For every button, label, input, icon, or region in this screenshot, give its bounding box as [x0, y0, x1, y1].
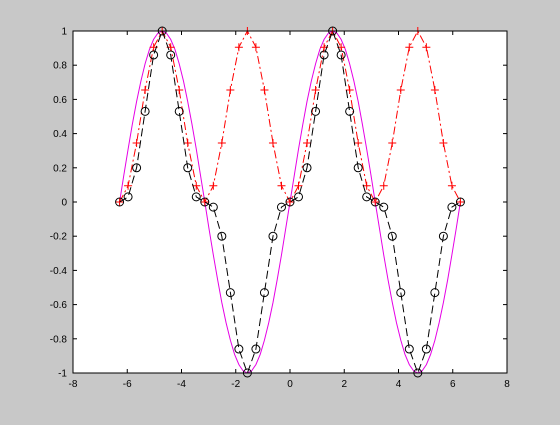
circle-marker: [115, 197, 125, 207]
plus-marker: [200, 198, 209, 206]
circle-marker: [140, 106, 150, 116]
y-tick-label: 0.2: [53, 163, 67, 174]
plus-marker: [345, 85, 354, 94]
plus-marker: [354, 139, 363, 148]
circle-marker: [379, 202, 389, 212]
plus-marker: [124, 181, 133, 190]
circle-marker: [200, 197, 210, 207]
plus-marker: [439, 139, 448, 148]
plus-marker: [217, 139, 226, 148]
x-tick-label: -6: [123, 379, 132, 390]
plus-marker: [379, 181, 388, 190]
x-tick-label: -8: [69, 379, 78, 390]
circle-marker: [345, 106, 355, 116]
plus-marker: [371, 198, 380, 206]
circle-marker: [225, 288, 235, 298]
plus-marker: [396, 85, 405, 94]
circle-marker: [396, 288, 406, 298]
circle-marker: [123, 192, 133, 202]
y-tick-label: -0.6: [50, 300, 68, 311]
plus-marker: [192, 181, 201, 190]
y-tick-label: 0.6: [53, 95, 67, 106]
y-tick-label: -0.2: [50, 232, 68, 243]
x-tick-label: 6: [450, 379, 456, 390]
plus-marker: [175, 85, 184, 94]
plus-marker: [183, 139, 192, 148]
plus-marker: [277, 181, 286, 190]
x-tick-label: -2: [231, 379, 240, 390]
plus-marker: [260, 85, 269, 94]
circle-marker: [149, 50, 159, 60]
plus-marker: [209, 181, 218, 190]
circle-marker: [234, 344, 244, 354]
plus-marker: [268, 139, 277, 148]
x-tick-label: 8: [504, 379, 510, 390]
plus-marker: [132, 139, 141, 148]
circle-marker: [421, 344, 431, 354]
circle-marker: [387, 231, 397, 241]
circle-marker: [191, 192, 201, 202]
circle-marker: [404, 344, 414, 354]
circle-marker: [438, 231, 448, 241]
plus-marker: [251, 43, 260, 52]
circle-marker: [276, 202, 286, 212]
circle-marker: [217, 231, 227, 241]
y-tick-label: 0.8: [53, 61, 67, 72]
y-tick-label: 0.4: [53, 129, 67, 140]
plus-marker: [286, 198, 294, 206]
plus-marker: [456, 198, 465, 206]
plus-marker: [115, 198, 124, 206]
circle-marker: [430, 288, 440, 298]
plus-marker: [405, 43, 414, 52]
circle-marker: [370, 197, 380, 207]
circle-marker: [166, 50, 176, 60]
circle-marker: [208, 202, 218, 212]
tick-layer: -8 -6 -4 -2 0 2 4 6 8 -1 -0.8 -0.6 -0.4 -0.2 0 0.2 0.4 0.…: [50, 27, 510, 391]
plus-marker: [388, 139, 397, 148]
plus-marker: [362, 181, 371, 190]
y-tick-label: 0: [61, 198, 67, 209]
circle-marker: [336, 50, 346, 60]
plus-marker: [422, 43, 431, 52]
circle-marker: [183, 163, 193, 173]
plus-marker: [234, 43, 243, 52]
circle-marker: [362, 192, 372, 202]
circle-marker: [268, 231, 278, 241]
circle-marker: [259, 288, 269, 298]
y-tick-label: -1: [58, 369, 67, 380]
x-tick-label: 4: [396, 379, 402, 390]
circle-marker: [311, 106, 321, 116]
plus-marker: [447, 181, 456, 190]
plus-marker: [294, 181, 303, 190]
plus-marker: [311, 85, 320, 94]
x-tick-label: 0: [287, 379, 293, 390]
y-tick-label: -0.8: [50, 334, 68, 345]
series-layer: [115, 26, 465, 378]
x-tick-label: -4: [177, 379, 186, 390]
y-tick-label: 1: [61, 27, 67, 38]
circle-marker: [455, 197, 465, 207]
circle-marker: [294, 192, 304, 202]
circle-marker: [353, 163, 363, 173]
circle-marker: [285, 197, 295, 207]
y-tick-label: -0.4: [50, 266, 68, 277]
plus-marker: [226, 85, 235, 94]
circle-marker: [447, 202, 457, 212]
plus-marker: [430, 85, 439, 94]
plus-marker: [303, 139, 312, 148]
circle-marker: [174, 106, 184, 116]
circle-marker: [302, 163, 312, 173]
circle-marker: [319, 50, 329, 60]
circle-marker: [132, 163, 142, 173]
series-line-3: [119, 29, 461, 375]
plus-marker: [141, 85, 150, 94]
x-tick-label: 2: [341, 379, 347, 390]
circle-marker: [251, 344, 261, 354]
